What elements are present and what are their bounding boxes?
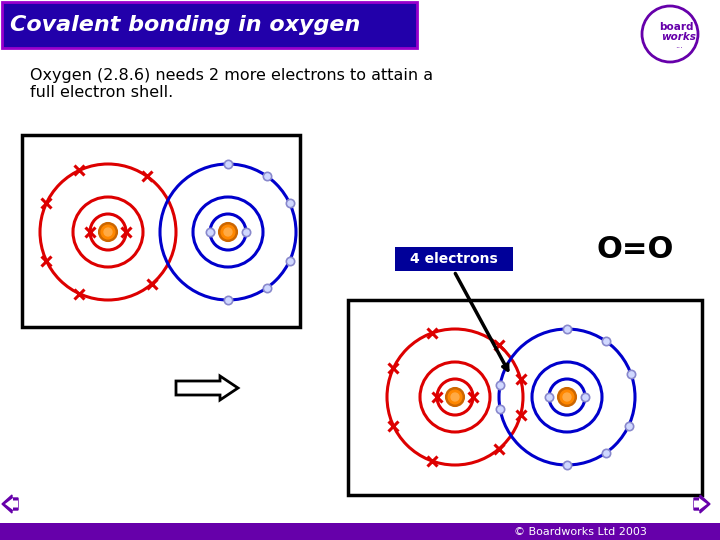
Bar — [2, 2, 417, 48]
Circle shape — [104, 228, 112, 236]
Text: Covalent bonding in oxygen: Covalent bonding in oxygen — [10, 15, 361, 35]
Circle shape — [219, 222, 238, 241]
Circle shape — [560, 390, 574, 404]
Text: board: board — [659, 22, 693, 32]
Text: Oxygen (2.8.6) needs 2 more electrons to attain a
full electron shell.: Oxygen (2.8.6) needs 2 more electrons to… — [30, 68, 433, 100]
Bar — [395, 247, 513, 271]
Bar — [0, 523, 720, 540]
Text: O=O: O=O — [596, 235, 674, 265]
Text: © Boardworks Ltd 2003: © Boardworks Ltd 2003 — [513, 527, 647, 537]
FancyArrow shape — [176, 376, 238, 400]
Circle shape — [99, 222, 117, 241]
FancyArrow shape — [2, 495, 18, 513]
Circle shape — [446, 388, 464, 407]
Circle shape — [563, 393, 571, 401]
Circle shape — [448, 390, 462, 404]
Text: works: works — [661, 32, 696, 42]
Text: ...: ... — [675, 42, 683, 51]
Text: 4 electrons: 4 electrons — [410, 252, 498, 266]
Circle shape — [557, 388, 577, 407]
Circle shape — [221, 225, 235, 239]
Bar — [348, 300, 702, 495]
Circle shape — [101, 225, 115, 239]
Circle shape — [451, 393, 459, 401]
FancyArrow shape — [694, 498, 707, 510]
Circle shape — [642, 6, 698, 62]
FancyArrow shape — [5, 498, 18, 510]
FancyArrow shape — [694, 495, 710, 513]
Bar — [22, 135, 300, 327]
Circle shape — [224, 228, 232, 236]
